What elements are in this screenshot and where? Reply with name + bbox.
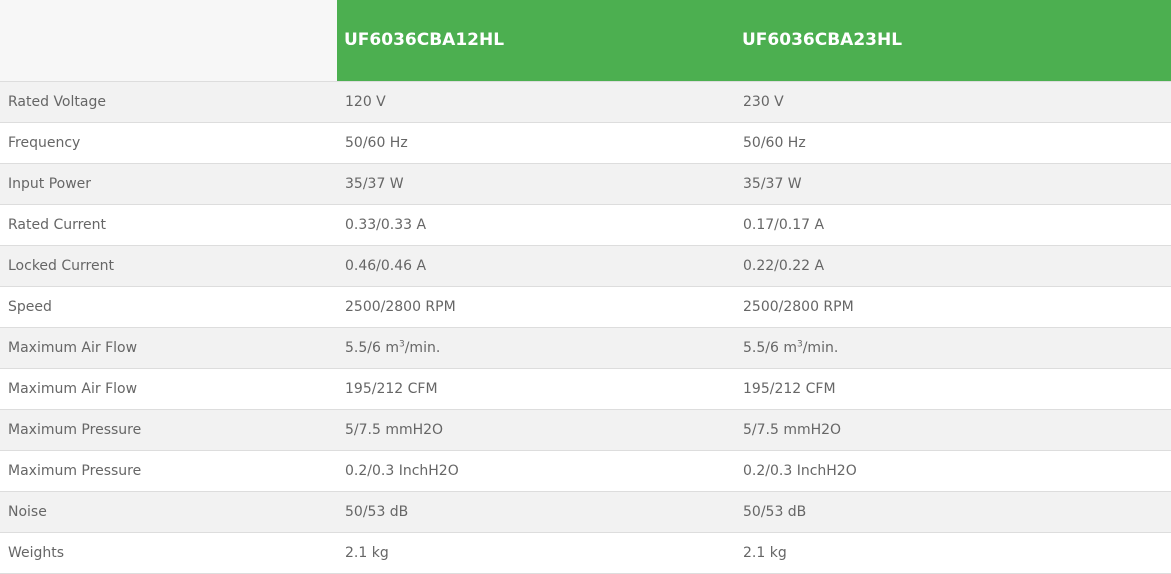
spec-label: Maximum Air Flow <box>0 368 337 410</box>
spec-value: 195/212 CFM <box>337 368 735 410</box>
spec-value: 0.2/0.3 InchH2O <box>735 450 1171 492</box>
spec-value: 120 V <box>337 81 735 123</box>
spec-value-sup: 3 <box>796 338 803 349</box>
table-row: Locked Current 0.46/0.46 A 0.22/0.22 A <box>0 245 1171 287</box>
spec-value: 50/60 Hz <box>735 122 1171 164</box>
spec-value: 35/37 W <box>735 163 1171 205</box>
header-blank <box>0 0 337 82</box>
spec-value-pre: 5.5/6 m <box>743 339 797 356</box>
spec-value-pre: 5.5/6 m <box>345 339 399 356</box>
spec-value-sup: 3 <box>398 338 405 349</box>
spec-value: 195/212 CFM <box>735 368 1171 410</box>
spec-value: 230 V <box>735 81 1171 123</box>
spec-label: Frequency <box>0 122 337 164</box>
table-row: Speed 2500/2800 RPM 2500/2800 RPM <box>0 286 1171 328</box>
spec-label: Maximum Pressure <box>0 409 337 451</box>
spec-label: Maximum Pressure <box>0 450 337 492</box>
spec-value: 0.2/0.3 InchH2O <box>337 450 735 492</box>
spec-value: 5.5/6 m3/min. <box>735 327 1171 369</box>
table-row: Frequency 50/60 Hz 50/60 Hz <box>0 122 1171 164</box>
spec-label: Weights <box>0 532 337 574</box>
spec-label: Rated Current <box>0 204 337 246</box>
spec-label: Speed <box>0 286 337 328</box>
header-model-2: UF6036CBA23HL <box>735 0 1171 82</box>
spec-label: Locked Current <box>0 245 337 287</box>
header-model-1: UF6036CBA12HL <box>337 0 735 82</box>
spec-value-post: /min. <box>802 339 839 356</box>
spec-value: 2.1 kg <box>735 532 1171 574</box>
header-row: UF6036CBA12HL UF6036CBA23HL <box>0 0 1171 82</box>
table-row: Maximum Pressure 5/7.5 mmH2O 5/7.5 mmH2O <box>0 409 1171 451</box>
table-row: Maximum Pressure 0.2/0.3 InchH2O 0.2/0.3 I… <box>0 450 1171 492</box>
spec-value: 0.22/0.22 A <box>735 245 1171 287</box>
table-row: Input Power 35/37 W 35/37 W <box>0 163 1171 205</box>
table-row: Rated Voltage 120 V 230 V <box>0 81 1171 123</box>
table-row: Weights 2.1 kg 2.1 kg <box>0 532 1171 574</box>
spec-value: 2.1 kg <box>337 532 735 574</box>
spec-value: 5.5/6 m3/min. <box>337 327 735 369</box>
spec-value: 50/60 Hz <box>337 122 735 164</box>
spec-value: 50/53 dB <box>337 491 735 533</box>
spec-label: Rated Voltage <box>0 81 337 123</box>
table-row: Rated Current 0.33/0.33 A 0.17/0.17 A <box>0 204 1171 246</box>
spec-label: Input Power <box>0 163 337 205</box>
spec-value: 2500/2800 RPM <box>337 286 735 328</box>
table-row: Noise 50/53 dB 50/53 dB <box>0 491 1171 533</box>
spec-value: 5/7.5 mmH2O <box>735 409 1171 451</box>
table-row: Maximum Air Flow 5.5/6 m3/min. 5.5/6 m3/mi… <box>0 327 1171 369</box>
spec-value: 0.33/0.33 A <box>337 204 735 246</box>
table-row: Maximum Air Flow 195/212 CFM 195/212 CFM <box>0 368 1171 410</box>
spec-label: Maximum Air Flow <box>0 327 337 369</box>
spec-label: Noise <box>0 491 337 533</box>
spec-value: 5/7.5 mmH2O <box>337 409 735 451</box>
spec-value: 0.17/0.17 A <box>735 204 1171 246</box>
spec-value: 2500/2800 RPM <box>735 286 1171 328</box>
spec-value: 50/53 dB <box>735 491 1171 533</box>
spec-value: 35/37 W <box>337 163 735 205</box>
spec-value-post: /min. <box>404 339 441 356</box>
spec-value: 0.46/0.46 A <box>337 245 735 287</box>
